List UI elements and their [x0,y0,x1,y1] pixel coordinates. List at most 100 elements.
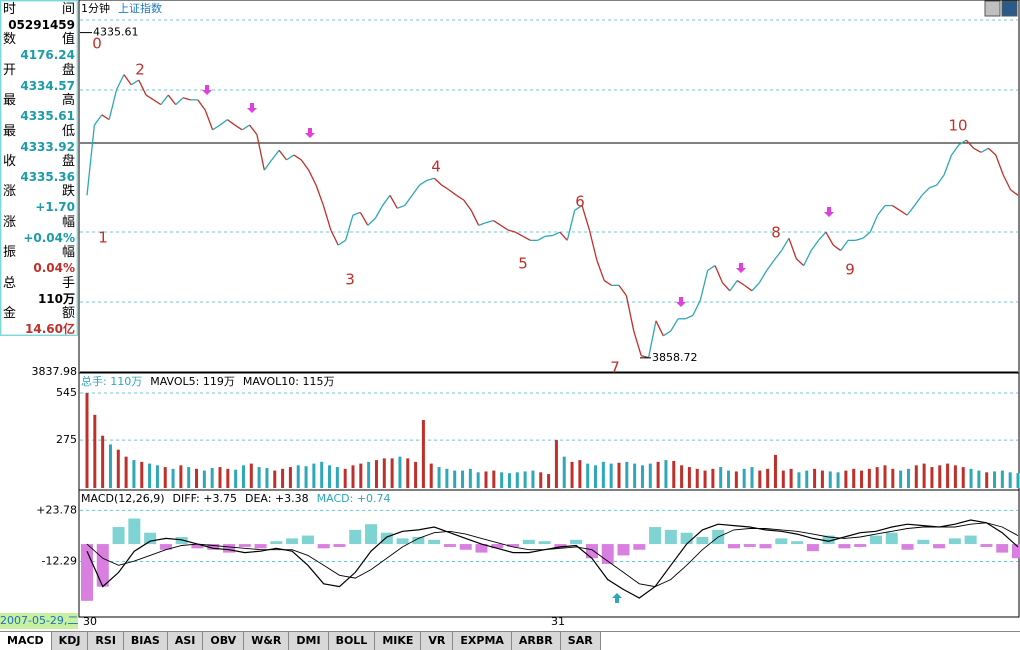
indicator-tab[interactable]: ASI [168,632,204,650]
indicator-tab[interactable]: EXPMA [453,632,512,650]
macd-bar [618,544,630,555]
y-tick-label: -12.29 [42,555,77,568]
indicator-tab[interactable]: SAR [561,632,601,650]
indicator-tab[interactable]: VR [421,632,453,650]
volume-bar [226,469,229,488]
indicator-tab[interactable]: ARBR [512,632,561,650]
macd-bar [949,538,961,544]
volume-bar [743,469,746,488]
volume-bar [625,462,628,488]
volume-bar [140,462,143,488]
low-label: 3858.72 [652,351,698,364]
indicator-tab[interactable]: OBV [203,632,244,650]
window-button[interactable] [1002,1,1017,16]
macd-bar [917,540,929,544]
volume-bar [414,462,417,488]
volume-bar [328,465,331,488]
macd-bar [381,533,393,544]
volume-bar [187,467,190,488]
macd-bar [744,544,756,547]
volume-bar [101,436,104,488]
macd-bar [807,544,819,551]
volume-bar [156,465,159,488]
wave-label: 1 [98,229,108,247]
wave-label: 7 [610,359,620,377]
volume-bar [438,467,441,488]
indicator-tab[interactable]: BIAS [124,632,168,650]
volume-bar [281,469,284,488]
macd-bar [523,540,535,544]
macd-bar [239,544,251,547]
panel-label: 最低 [3,125,75,139]
volume-bar [320,462,323,488]
volume-bar [641,465,644,488]
volume-bar [477,472,480,488]
legend-entry: DIFF: +3.75 [173,492,237,505]
volume-bar [860,471,863,488]
volume-bar [148,464,151,488]
volume-bar [383,458,386,488]
indicator-tab[interactable]: MIKE [375,632,421,650]
macd-bar [665,530,677,544]
volume-bar [852,469,855,488]
volume-bar [930,467,933,488]
indicator-tab[interactable]: MACD [0,632,52,650]
macd-bar [633,544,645,550]
legend-entry: MAVOL5: 119万 [150,375,235,388]
wave-label: 9 [845,261,855,279]
indicator-tab[interactable]: BOLL [329,632,376,650]
chart-frame [79,0,1019,617]
y-tick-label: 275 [56,433,77,446]
volume-bar [242,465,245,488]
volume-bar [219,467,222,488]
macd-bar [760,544,772,548]
volume-bar [782,471,785,488]
volume-bar [258,467,261,488]
indicator-tab[interactable]: RSI [88,632,124,650]
indicator-tab[interactable]: DMI [289,632,328,650]
indicator-tab[interactable]: KDJ [52,632,89,650]
volume-bar [954,465,957,488]
volume-bar [453,471,456,488]
panel-value: 4176.24 [20,48,75,62]
volume-bar [179,465,182,488]
panel-value: 4334.57 [20,79,75,93]
volume-bar [797,472,800,488]
volume-bar [265,468,268,488]
macd-bar [539,541,551,544]
wave-label: 6 [575,193,585,211]
y-tick-label: 545 [56,386,77,399]
volume-bar [844,471,847,488]
volume-bar [735,471,738,488]
macd-bar [223,544,235,553]
volume-bar [774,455,777,488]
volume-bar [555,440,558,488]
window-button[interactable] [985,1,1000,16]
wave-label: 10 [948,117,967,135]
volume-bar [727,471,730,488]
wave-label: 2 [135,61,145,79]
volume-bar [469,469,472,488]
volume-bar [868,469,871,488]
wave-label: 8 [771,224,781,242]
volume-bar [367,462,370,488]
panel-value: 05291459 [8,18,75,32]
volume-bar [273,471,276,488]
indicator-tab[interactable]: W&R [244,632,289,650]
volume-bar [805,471,808,488]
macd-bar [428,540,440,544]
volume-bar [336,467,339,488]
panel-label: 最高 [3,94,75,108]
volume-bar [492,471,495,488]
volume-bar [172,469,175,488]
volume-bar [610,464,613,488]
panel-label: 振幅 [3,246,75,260]
volume-bar [664,460,667,488]
volume-bar [696,469,699,488]
legend-entry: 总手: 110万 [81,374,142,388]
period: 1分钟 [81,1,110,15]
volume-bar [751,467,754,488]
panel-label: 开盘 [3,64,75,78]
macd-bar [681,533,693,544]
